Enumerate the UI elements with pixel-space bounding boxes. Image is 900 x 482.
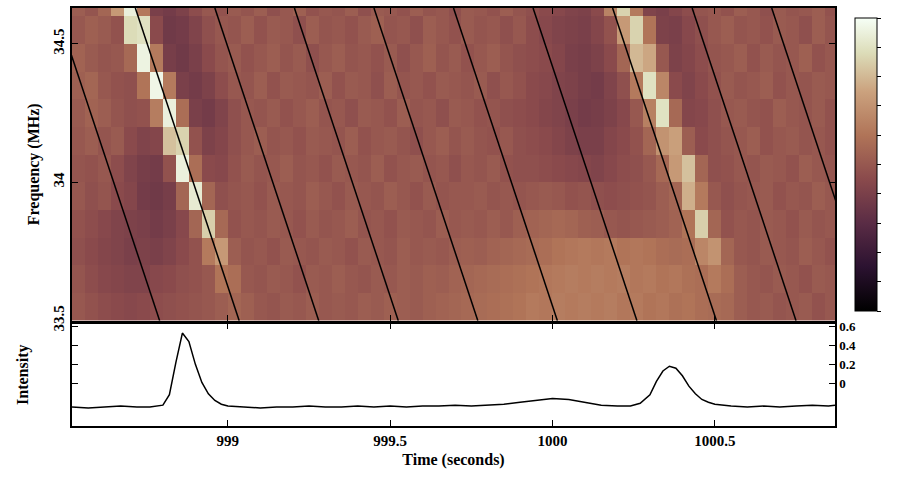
svg-text:1000.5: 1000.5 (694, 433, 735, 449)
svg-text:0.4: 0.4 (839, 338, 856, 353)
svg-text:0.2: 0.2 (839, 357, 855, 372)
svg-text:999: 999 (217, 433, 240, 449)
svg-text:34.5: 34.5 (51, 29, 67, 55)
svg-text:Frequency (MHz): Frequency (MHz) (25, 103, 43, 225)
svg-text:999.5: 999.5 (373, 433, 407, 449)
svg-text:34: 34 (51, 172, 67, 188)
svg-text:1000: 1000 (538, 433, 568, 449)
svg-text:Time (seconds): Time (seconds) (402, 451, 504, 469)
svg-text:0: 0 (839, 376, 846, 391)
svg-text:Intensity: Intensity (14, 345, 32, 405)
svg-text:0.6: 0.6 (839, 319, 856, 334)
svg-text:33.5: 33.5 (51, 305, 67, 331)
